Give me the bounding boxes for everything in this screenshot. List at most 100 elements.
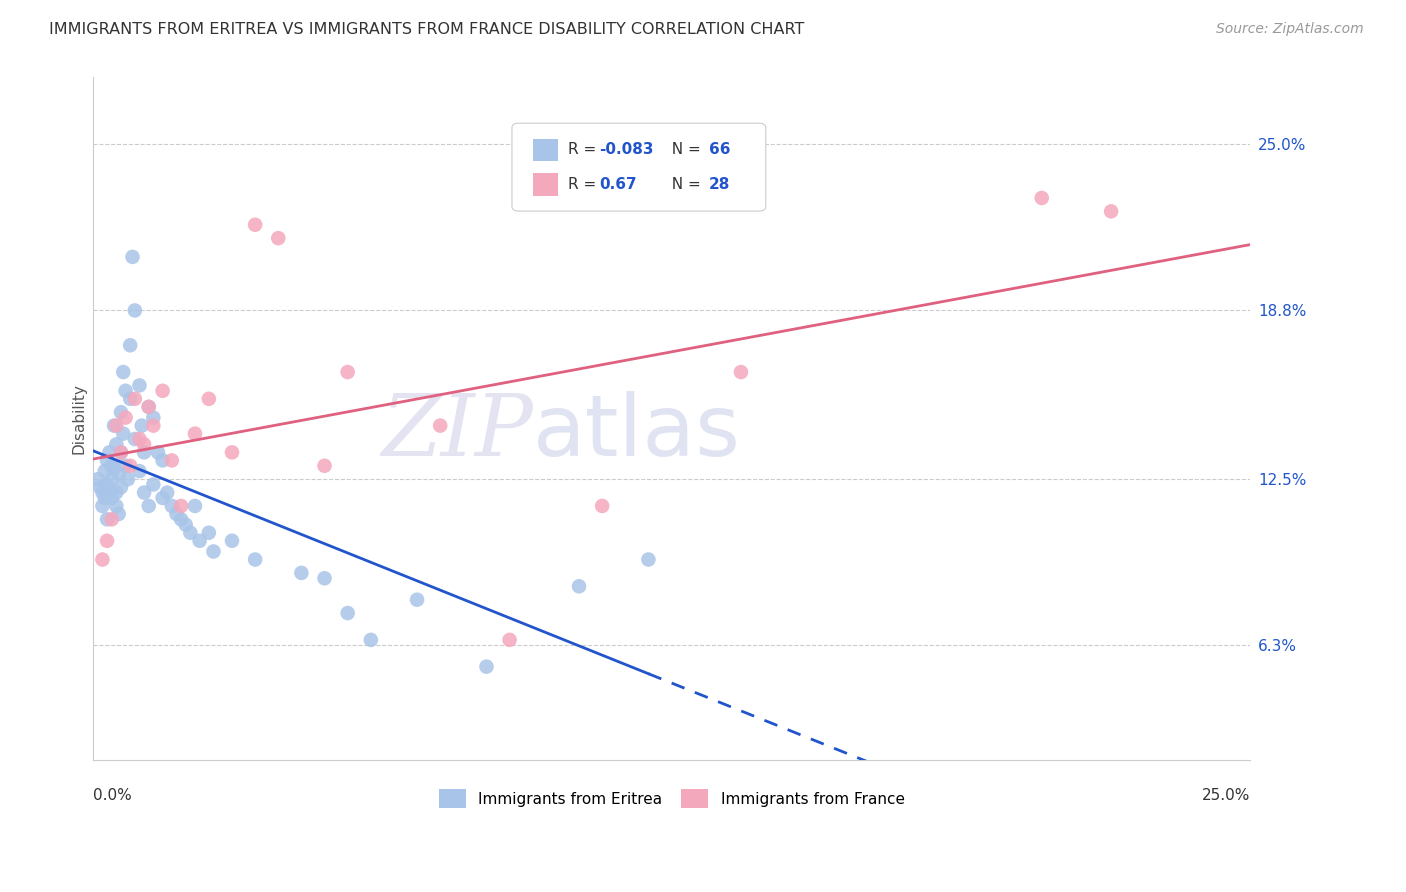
Point <box>138 499 160 513</box>
Point <box>132 485 155 500</box>
Text: 0.67: 0.67 <box>599 177 637 192</box>
Text: 0.0%: 0.0% <box>93 788 132 803</box>
Point <box>89 480 111 494</box>
Point <box>221 533 243 548</box>
Point <box>336 606 359 620</box>
Y-axis label: Disability: Disability <box>72 384 86 454</box>
Point <box>198 525 221 540</box>
Point <box>105 499 128 513</box>
Text: N =: N = <box>662 142 706 157</box>
Point <box>406 592 429 607</box>
Point <box>91 499 114 513</box>
Point <box>120 338 142 352</box>
Point <box>174 517 197 532</box>
Point <box>188 533 211 548</box>
Point <box>243 552 266 566</box>
Point <box>160 499 183 513</box>
Point <box>314 458 336 473</box>
Point <box>120 458 142 473</box>
Point <box>100 458 122 473</box>
Point <box>170 512 193 526</box>
Point <box>128 378 150 392</box>
Point <box>94 464 117 478</box>
Point <box>184 499 207 513</box>
Point <box>112 365 135 379</box>
Point <box>243 218 266 232</box>
Point <box>146 445 169 459</box>
Point <box>498 632 520 647</box>
Point <box>142 418 165 433</box>
Point <box>105 418 128 433</box>
Point <box>1099 204 1122 219</box>
Point <box>121 250 143 264</box>
Point <box>166 507 188 521</box>
Point <box>128 464 150 478</box>
Point <box>96 477 118 491</box>
Point <box>110 445 132 459</box>
Point <box>100 491 122 505</box>
Point <box>132 445 155 459</box>
Point <box>110 405 132 419</box>
Text: 25.0%: 25.0% <box>1202 788 1250 803</box>
Point <box>87 472 110 486</box>
Point <box>132 437 155 451</box>
Point <box>138 400 160 414</box>
Text: ZIP: ZIP <box>381 392 533 474</box>
Point <box>107 467 129 481</box>
Point <box>152 384 174 398</box>
Point <box>110 445 132 459</box>
Point <box>120 392 142 406</box>
Text: atlas: atlas <box>533 391 741 474</box>
Legend: Immigrants from Eritrea, Immigrants from France: Immigrants from Eritrea, Immigrants from… <box>433 783 911 814</box>
Point <box>91 552 114 566</box>
Point <box>314 571 336 585</box>
Point <box>94 491 117 505</box>
Point <box>124 432 146 446</box>
Point <box>152 453 174 467</box>
Point <box>1031 191 1053 205</box>
Point <box>100 472 122 486</box>
Point <box>124 303 146 318</box>
Point <box>160 453 183 467</box>
Point <box>152 491 174 505</box>
Point <box>105 485 128 500</box>
Point <box>198 392 221 406</box>
Point <box>128 432 150 446</box>
Point <box>112 426 135 441</box>
Point <box>179 525 201 540</box>
Point <box>360 632 382 647</box>
Point <box>475 659 498 673</box>
Point <box>221 445 243 459</box>
Point <box>202 544 225 558</box>
Point <box>96 533 118 548</box>
Point <box>124 392 146 406</box>
Point <box>591 499 613 513</box>
Point <box>91 485 114 500</box>
Point <box>429 418 451 433</box>
Point <box>156 485 179 500</box>
Point <box>730 365 752 379</box>
Point <box>107 507 129 521</box>
Point <box>114 410 136 425</box>
Text: 28: 28 <box>709 177 730 192</box>
Point <box>98 445 121 459</box>
Text: R =: R = <box>568 142 602 157</box>
Text: IMMIGRANTS FROM ERITREA VS IMMIGRANTS FROM FRANCE DISABILITY CORRELATION CHART: IMMIGRANTS FROM ERITREA VS IMMIGRANTS FR… <box>49 22 804 37</box>
Text: 66: 66 <box>709 142 730 157</box>
Point <box>110 480 132 494</box>
Point <box>568 579 591 593</box>
Text: Source: ZipAtlas.com: Source: ZipAtlas.com <box>1216 22 1364 37</box>
Point <box>105 437 128 451</box>
Point <box>336 365 359 379</box>
Point <box>114 384 136 398</box>
Point <box>267 231 290 245</box>
Text: N =: N = <box>662 177 706 192</box>
Point <box>117 472 139 486</box>
Text: -0.083: -0.083 <box>599 142 654 157</box>
Point <box>114 458 136 473</box>
Point <box>170 499 193 513</box>
Point <box>103 461 125 475</box>
Point <box>184 426 207 441</box>
Point <box>98 483 121 497</box>
Text: R =: R = <box>568 177 606 192</box>
